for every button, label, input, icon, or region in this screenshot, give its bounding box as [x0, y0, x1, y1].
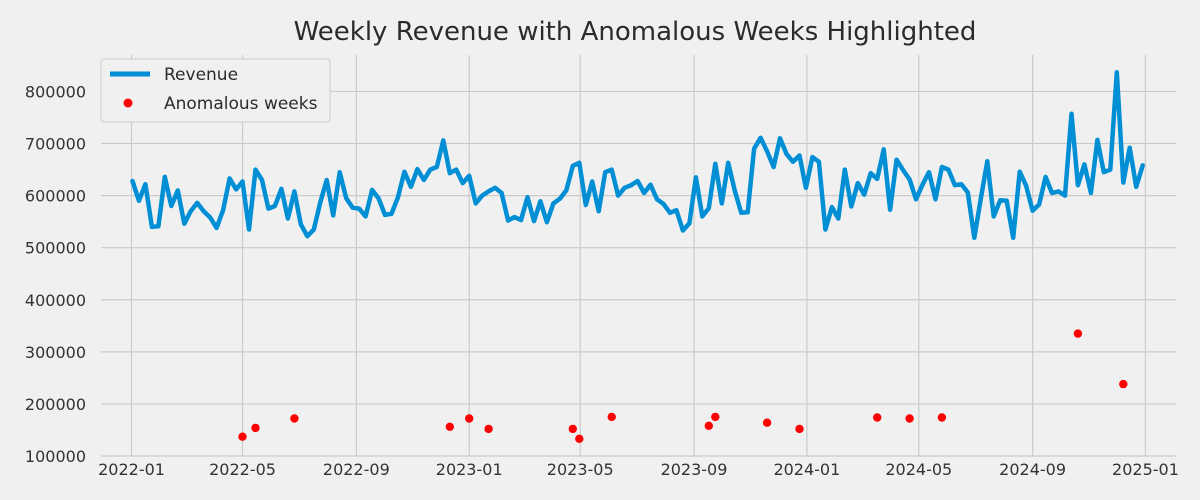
y-tick-label: 100000: [25, 447, 86, 466]
x-tick-label: 2022-05: [209, 460, 276, 479]
x-tick-label: 2022-01: [98, 460, 165, 479]
anomaly-point: [290, 414, 299, 423]
anomaly-point: [711, 412, 720, 422]
legend-marker-swatch: [123, 98, 133, 108]
y-tick-label: 500000: [25, 239, 86, 258]
anomaly-point: [762, 418, 772, 427]
legend: Revenue Anomalous weeks: [100, 58, 331, 123]
anomaly-point: [704, 421, 713, 430]
series-layer: [130, 69, 1145, 443]
anomaly-point: [905, 414, 914, 423]
anomaly-point: [238, 432, 247, 441]
anomaly-point: [1073, 329, 1083, 338]
x-tick-label: 2024-09: [999, 460, 1066, 479]
anomaly-point: [873, 413, 882, 422]
y-tick-label: 400000: [25, 291, 86, 310]
revenue-line: [130, 69, 1145, 241]
y-tick-label: 300000: [25, 343, 86, 362]
anomaly-point: [575, 434, 584, 443]
x-tick-label: 2023-09: [661, 460, 728, 479]
anomaly-point: [937, 413, 947, 422]
anomaly-point: [484, 424, 493, 434]
x-tick-label: 2024-01: [773, 460, 840, 479]
anomaly-point: [1119, 379, 1128, 389]
anomaly-point: [445, 422, 454, 431]
x-tick-label: 2025-01: [1112, 460, 1179, 479]
y-axis-ticks: 100000 200000 300000 400000 500000 600000 7000…: [25, 82, 86, 466]
legend-box: [100, 58, 331, 123]
legend-label-revenue: Revenue: [164, 65, 238, 85]
y-tick-label: 800000: [25, 82, 86, 101]
y-tick-label: 600000: [25, 187, 86, 206]
anomaly-point: [568, 424, 577, 434]
anomaly-point: [251, 423, 260, 433]
legend-label-anomalous: Anomalous weeks: [164, 94, 318, 114]
x-tick-label: 2023-05: [547, 460, 614, 479]
chart-title: Weekly Revenue with Anomalous Weeks High…: [294, 17, 977, 47]
x-tick-label: 2024-05: [885, 460, 952, 479]
y-tick-label: 700000: [25, 135, 86, 154]
anomaly-point: [465, 414, 474, 423]
x-tick-label: 2023-01: [436, 460, 503, 479]
x-axis-ticks: 2022-01 2022-05 2022-09 2023-01 2023-05 2023-…: [98, 460, 1179, 479]
anomaly-point: [795, 424, 804, 434]
anomaly-point: [607, 412, 616, 422]
x-tick-label: 2022-09: [323, 460, 390, 479]
y-tick-label: 200000: [25, 395, 86, 414]
